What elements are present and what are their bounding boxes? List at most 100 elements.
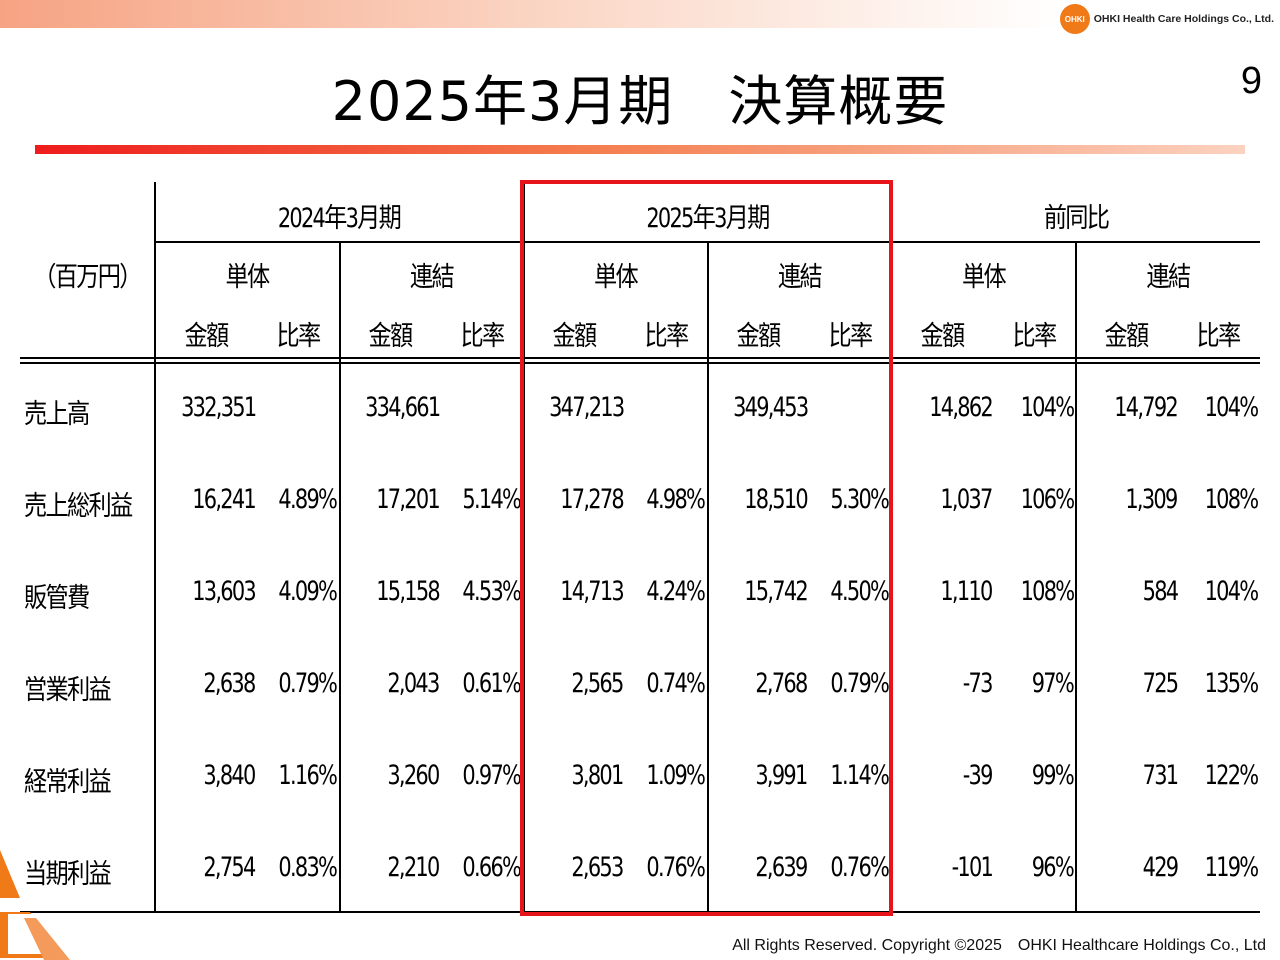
ratio-cell: 0.61% — [462, 668, 521, 699]
ratio-cell: 108% — [1020, 576, 1075, 607]
amount-cell: 3,801 — [571, 760, 625, 791]
period-header: 2025年3月期 — [646, 203, 770, 234]
scope-header: 単体 — [225, 262, 271, 293]
ratio-cell: 104% — [1204, 392, 1259, 423]
amount-cell: 17,278 — [560, 484, 624, 515]
scope-header: 単体 — [594, 262, 639, 293]
amount-cell: 584 — [1142, 576, 1178, 607]
scope-header: 連結 — [778, 262, 823, 293]
ratio-cell: 5.14% — [462, 484, 521, 515]
ratio-cell: 1.16% — [278, 760, 337, 791]
amount-cell: -73 — [963, 668, 994, 699]
amount-cell: 2,754 — [203, 852, 257, 883]
unit-label: （百万円） — [33, 262, 142, 293]
subcol-header-ratio: 比率 — [644, 321, 690, 352]
period-header: 前同比 — [1043, 203, 1110, 234]
ratio-cell: 119% — [1204, 852, 1259, 883]
amount-cell: 1,037 — [940, 484, 994, 515]
ratio-cell: 0.83% — [278, 852, 337, 883]
amount-cell: 429 — [1142, 852, 1178, 883]
amount-cell: 2,210 — [387, 852, 441, 883]
ratio-cell: 4.53% — [462, 576, 521, 607]
subcol-header-ratio: 比率 — [1196, 321, 1242, 352]
ratio-cell: 0.76% — [830, 852, 889, 883]
subcol-header-ratio: 比率 — [828, 321, 874, 352]
amount-cell: 14,713 — [560, 576, 624, 607]
ratio-cell: 104% — [1020, 392, 1075, 423]
amount-cell: 332,351 — [180, 392, 257, 423]
ratio-cell: 108% — [1204, 484, 1259, 515]
ratio-cell: 4.50% — [830, 576, 889, 607]
amount-cell: 2,653 — [571, 852, 625, 883]
page-number: 9 — [1240, 60, 1262, 102]
ratio-cell: 135% — [1204, 668, 1259, 699]
ratio-cell: 0.74% — [646, 668, 705, 699]
column-divider — [1075, 242, 1077, 913]
amount-cell: 349,453 — [732, 392, 809, 423]
ratio-cell: 0.79% — [278, 668, 337, 699]
row-label: 経常利益 — [24, 767, 112, 798]
amount-cell: 2,638 — [203, 668, 257, 699]
ratio-cell: 99% — [1031, 760, 1075, 791]
subcol-header-ratio: 比率 — [460, 321, 506, 352]
column-divider — [339, 242, 341, 913]
ratio-cell: 96% — [1031, 852, 1075, 883]
amount-cell: 15,158 — [376, 576, 440, 607]
amount-cell: 15,742 — [744, 576, 808, 607]
row-label: 販管費 — [24, 583, 90, 614]
subcol-header-ratio: 比率 — [1012, 321, 1058, 352]
column-divider — [707, 242, 709, 913]
company-name: OHKI Health Care Holdings Co., Ltd. — [1093, 13, 1274, 25]
amount-cell: 18,510 — [744, 484, 808, 515]
subcol-header-amount: 金額 — [184, 321, 230, 352]
scope-header: 単体 — [962, 262, 1007, 293]
subcol-header-amount: 金額 — [920, 321, 966, 352]
ratio-cell: 0.66% — [462, 852, 521, 883]
amount-cell: 725 — [1142, 668, 1178, 699]
ratio-cell: 1.09% — [646, 760, 705, 791]
row-label: 当期利益 — [24, 859, 112, 890]
amount-cell: 14,862 — [929, 392, 993, 423]
scope-header: 連結 — [1146, 262, 1192, 293]
ratio-cell: 0.76% — [646, 852, 705, 883]
amount-cell: -101 — [951, 852, 993, 883]
page-title: 2025年3月期 決算概要 — [331, 70, 949, 133]
ratio-cell: 4.09% — [278, 576, 337, 607]
header-double-rule-top — [20, 357, 1260, 359]
amount-cell: 2,768 — [755, 668, 809, 699]
ratio-cell: 4.24% — [646, 576, 705, 607]
amount-cell: 1,309 — [1125, 484, 1179, 515]
header-double-rule-bottom — [20, 362, 1260, 364]
amount-cell: 3,840 — [203, 760, 257, 791]
amount-cell: 334,661 — [364, 392, 441, 423]
subcol-header-amount: 金額 — [736, 321, 782, 352]
row-label: 売上総利益 — [24, 491, 133, 522]
logo-mark-icon: OHKI — [1059, 4, 1090, 34]
current-period-highlight-box — [520, 180, 893, 916]
amount-cell: 2,565 — [571, 668, 625, 699]
ratio-cell: 0.97% — [462, 760, 521, 791]
period-header: 2024年3月期 — [277, 203, 402, 234]
amount-cell: 13,603 — [192, 576, 256, 607]
ratio-cell: 122% — [1204, 760, 1259, 791]
subcol-header-amount: 金額 — [1104, 321, 1150, 352]
amount-cell: 14,792 — [1114, 392, 1178, 423]
ratio-cell: 4.98% — [646, 484, 705, 515]
period-header-rule — [154, 241, 1260, 243]
row-label: 売上高 — [24, 399, 90, 430]
ratio-cell: 0.79% — [830, 668, 889, 699]
amount-cell: 3,991 — [755, 760, 809, 791]
ratio-cell: 104% — [1204, 576, 1259, 607]
title-underline — [35, 145, 1245, 154]
ratio-cell: 5.30% — [830, 484, 889, 515]
amount-cell: 16,241 — [192, 484, 256, 515]
amount-cell: 3,260 — [387, 760, 441, 791]
row-label: 営業利益 — [24, 675, 112, 706]
amount-cell: 2,639 — [755, 852, 809, 883]
scope-header: 連結 — [410, 262, 455, 293]
ratio-cell: 4.89% — [278, 484, 337, 515]
copyright-footer: All Rights Reserved. Copyright ©2025 OHK… — [732, 937, 1266, 954]
company-logo: OHKI OHKI Health Care Holdings Co., Ltd. — [1059, 3, 1274, 35]
ratio-cell: 97% — [1031, 668, 1075, 699]
header-gradient-band — [0, 0, 1062, 28]
